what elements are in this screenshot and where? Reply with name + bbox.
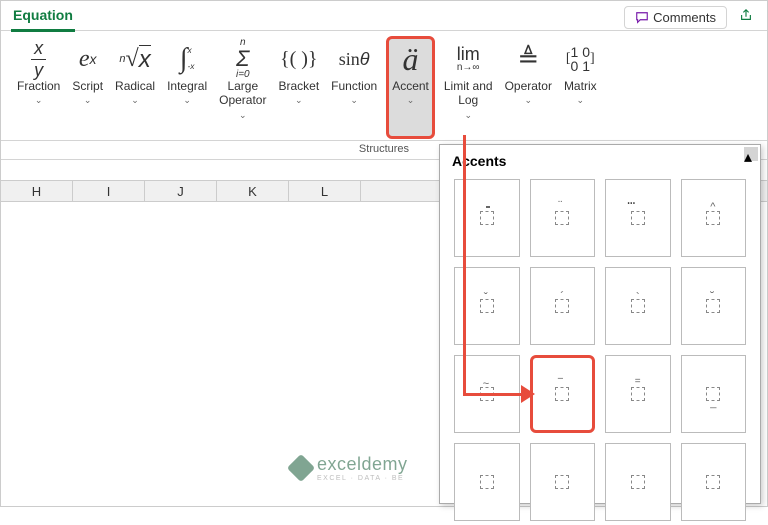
accent-icon bbox=[480, 475, 494, 489]
accent-option[interactable] bbox=[681, 443, 747, 521]
watermark: exceldemy EXCEL · DATA · BE bbox=[291, 454, 408, 482]
comments-label: Comments bbox=[653, 10, 716, 25]
large-operator-button[interactable]: nΣi=0 Large Operator ⌄ bbox=[213, 37, 272, 138]
matrix-label: Matrix bbox=[564, 79, 597, 93]
sigma-icon: nΣi=0 bbox=[236, 39, 250, 79]
share-icon bbox=[739, 8, 753, 22]
chevron-down-icon: ⌄ bbox=[239, 110, 247, 121]
operator-button[interactable]: ≜ Operator ⌄ bbox=[499, 37, 558, 138]
operator-label: Operator bbox=[505, 79, 552, 93]
share-button[interactable] bbox=[735, 5, 757, 30]
accent-option[interactable] bbox=[681, 179, 747, 257]
chevron-down-icon: ⌄ bbox=[35, 95, 43, 106]
bracket-button[interactable]: {( )} Bracket ⌄ bbox=[272, 37, 325, 138]
bar-accent-icon bbox=[555, 387, 569, 401]
chevron-down-icon: ⌄ bbox=[350, 95, 358, 106]
integral-button[interactable]: ∫x-x Integral ⌄ bbox=[161, 37, 213, 138]
chevron-down-icon: ⌄ bbox=[183, 95, 191, 106]
dropdown-title: Accents bbox=[440, 145, 760, 175]
fraction-icon: xy bbox=[31, 39, 46, 79]
col-header[interactable]: H bbox=[1, 181, 73, 201]
fraction-label: Fraction bbox=[17, 79, 60, 93]
fraction-button[interactable]: xy Fraction ⌄ bbox=[11, 37, 66, 138]
dbar-accent-icon bbox=[631, 387, 645, 401]
ddot-accent-icon bbox=[555, 211, 569, 225]
grave-accent-icon bbox=[631, 299, 645, 313]
accent-option[interactable] bbox=[605, 179, 671, 257]
col-header[interactable]: L bbox=[289, 181, 361, 201]
accent-option[interactable] bbox=[454, 443, 520, 521]
tdot-accent-icon bbox=[631, 211, 645, 225]
accent-icon bbox=[555, 475, 569, 489]
accent-icon: ä bbox=[403, 39, 419, 79]
bracket-icon: {( )} bbox=[280, 39, 318, 79]
watermark-icon bbox=[287, 454, 315, 482]
comments-button[interactable]: Comments bbox=[624, 6, 727, 29]
large-operator-label: Large Operator bbox=[219, 79, 266, 108]
integral-label: Integral bbox=[167, 79, 207, 93]
equation-ribbon: xy Fraction ⌄ ex Script ⌄ n√x Radical ⌄ … bbox=[1, 31, 767, 141]
accent-button[interactable]: ä Accent ⌄ bbox=[386, 36, 435, 139]
matrix-icon: [1 00 1] bbox=[566, 39, 595, 79]
accent-option-selected[interactable] bbox=[530, 355, 596, 433]
accent-label: Accent bbox=[392, 79, 429, 93]
accent-option[interactable] bbox=[530, 267, 596, 345]
watermark-main: exceldemy bbox=[317, 454, 408, 475]
chevron-down-icon: ⌄ bbox=[84, 95, 92, 106]
accent-option[interactable] bbox=[681, 355, 747, 433]
check-accent-icon bbox=[480, 299, 494, 313]
col-header[interactable]: K bbox=[217, 181, 289, 201]
accent-option[interactable] bbox=[605, 443, 671, 521]
accent-option[interactable] bbox=[605, 355, 671, 433]
comment-icon bbox=[635, 11, 649, 25]
tilde-accent-icon bbox=[480, 387, 494, 401]
operator-icon: ≜ bbox=[517, 39, 539, 79]
dot-accent-icon bbox=[480, 211, 494, 225]
col-header[interactable]: I bbox=[73, 181, 145, 201]
accent-option[interactable] bbox=[530, 443, 596, 521]
limit-log-button[interactable]: limn→∞ Limit and Log ⌄ bbox=[438, 37, 499, 138]
limit-icon: limn→∞ bbox=[457, 39, 480, 79]
chevron-down-icon: ⌄ bbox=[577, 95, 585, 106]
breve-accent-icon bbox=[706, 299, 720, 313]
acute-accent-icon bbox=[555, 299, 569, 313]
chevron-down-icon: ⌄ bbox=[524, 95, 532, 106]
integral-icon: ∫x-x bbox=[180, 39, 195, 79]
radical-label: Radical bbox=[115, 79, 155, 93]
accent-option[interactable] bbox=[605, 267, 671, 345]
accent-dropdown: ▴ Accents bbox=[439, 144, 761, 504]
hat-accent-icon bbox=[706, 211, 720, 225]
scroll-up-button[interactable]: ▴ bbox=[744, 147, 758, 161]
accent-option[interactable] bbox=[454, 179, 520, 257]
script-button[interactable]: ex Script ⌄ bbox=[66, 37, 109, 138]
chevron-down-icon: ⌄ bbox=[295, 95, 303, 106]
limit-log-label: Limit and Log bbox=[444, 79, 493, 108]
chevron-down-icon: ⌄ bbox=[464, 110, 472, 121]
function-icon: sinθ bbox=[339, 39, 370, 79]
radical-button[interactable]: n√x Radical ⌄ bbox=[109, 37, 161, 138]
equation-tab[interactable]: Equation bbox=[11, 3, 75, 32]
watermark-sub: EXCEL · DATA · BE bbox=[317, 475, 408, 482]
bracket-label: Bracket bbox=[278, 79, 319, 93]
accent-icon bbox=[631, 475, 645, 489]
accent-grid bbox=[440, 175, 760, 525]
col-header[interactable]: J bbox=[145, 181, 217, 201]
barbelow-accent-icon bbox=[706, 387, 720, 401]
radical-icon: n√x bbox=[119, 39, 150, 79]
accent-icon bbox=[706, 475, 720, 489]
script-label: Script bbox=[72, 79, 103, 93]
function-label: Function bbox=[331, 79, 377, 93]
accent-option[interactable] bbox=[454, 267, 520, 345]
accent-option[interactable] bbox=[681, 267, 747, 345]
script-icon: ex bbox=[79, 39, 97, 79]
matrix-button[interactable]: [1 00 1] Matrix ⌄ bbox=[558, 37, 603, 138]
accent-option[interactable] bbox=[454, 355, 520, 433]
chevron-down-icon: ⌄ bbox=[407, 95, 415, 106]
accent-option[interactable] bbox=[530, 179, 596, 257]
chevron-down-icon: ⌄ bbox=[131, 95, 139, 106]
function-button[interactable]: sinθ Function ⌄ bbox=[325, 37, 383, 138]
